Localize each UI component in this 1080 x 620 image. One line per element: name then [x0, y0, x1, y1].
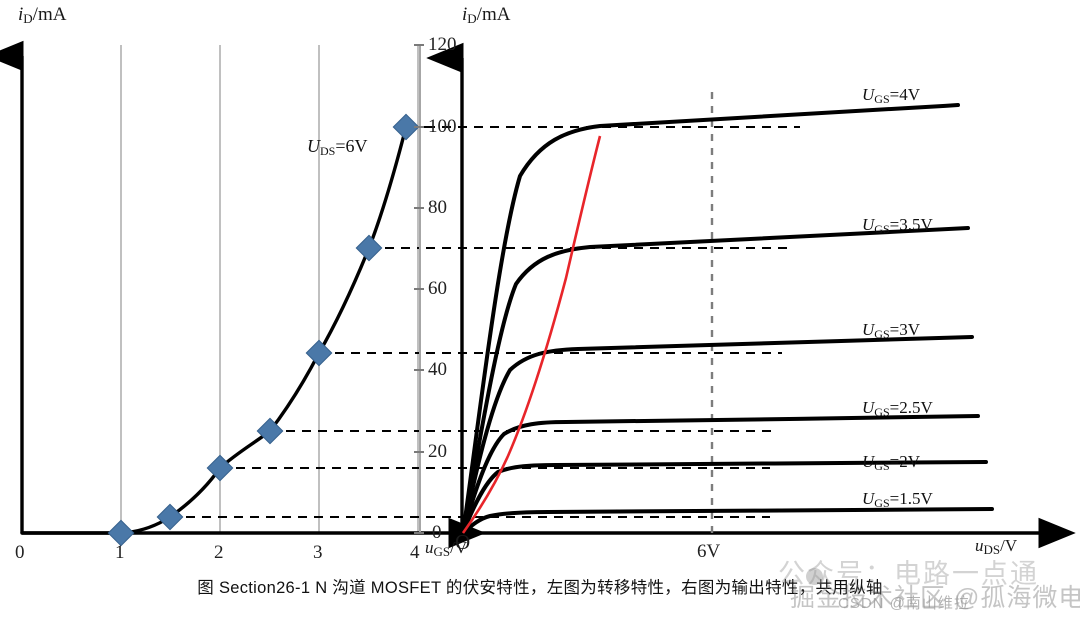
transfer-annotation: UDS=6V: [307, 136, 368, 158]
curve-ugs-3p5v: [461, 226, 970, 535]
xtick-6v: 6V: [697, 541, 721, 562]
ytick-60: 60: [428, 278, 447, 299]
watermark-logo-icon: [806, 568, 823, 585]
curve-ugs-3v: [461, 335, 974, 535]
dashed-levels-right: [426, 126, 800, 518]
gridlines-vertical: [120, 45, 419, 533]
right-y-axis-label: iD/mA: [462, 4, 511, 26]
curve-label-ugs-2v: UGS=2V: [862, 452, 920, 473]
curve-label-ugs-4v: UGS=4V: [862, 85, 920, 106]
curve-label-ugs-3v: UGS=3V: [862, 320, 920, 341]
curve-ugs-2v: [461, 460, 988, 535]
left-y-axis-label: iD/mA: [18, 4, 67, 26]
figure-caption: 图 Section26-1 N 沟道 MOSFET 的伏安特性，左图为转移特性，…: [197, 579, 883, 597]
ytick-80: 80: [428, 197, 447, 218]
xtick-2: 2: [214, 542, 224, 563]
origin-label: O: [455, 530, 471, 554]
data-markers: [107, 113, 420, 547]
output-curves: [461, 103, 994, 535]
curve-ugs-1p5v: [461, 507, 994, 535]
ytick-40: 40: [428, 359, 447, 380]
right-x-axis-label: uDS/V: [975, 536, 1018, 557]
curve-ugs-2p5v: [461, 414, 980, 535]
dashed-leaders-left: [122, 126, 426, 534]
curve-ugs-4v: [461, 103, 960, 535]
ytick-120: 120: [428, 34, 457, 55]
pinchoff-boundary: [461, 135, 602, 534]
xtick-1: 1: [115, 542, 125, 563]
curve-label-ugs-3p5v: UGS=3.5V: [862, 215, 933, 236]
xtick-3: 3: [313, 542, 323, 563]
output-characteristics-chart: [426, 42, 1076, 549]
shared-current-axis: [414, 44, 424, 534]
ytick-100: 100: [428, 116, 457, 137]
left-x-axis-label: uGS/V: [425, 538, 468, 559]
xtick-0: 0: [15, 542, 25, 563]
curve-label-ugs-1p5v: UGS=1.5V: [862, 489, 933, 510]
curve-label-ugs-2p5v: UGS=2.5V: [862, 398, 933, 419]
transfer-characteristic-chart: [0, 40, 486, 549]
ytick-0: 0: [432, 522, 442, 543]
ytick-20: 20: [428, 441, 447, 462]
xtick-4: 4: [410, 542, 420, 563]
